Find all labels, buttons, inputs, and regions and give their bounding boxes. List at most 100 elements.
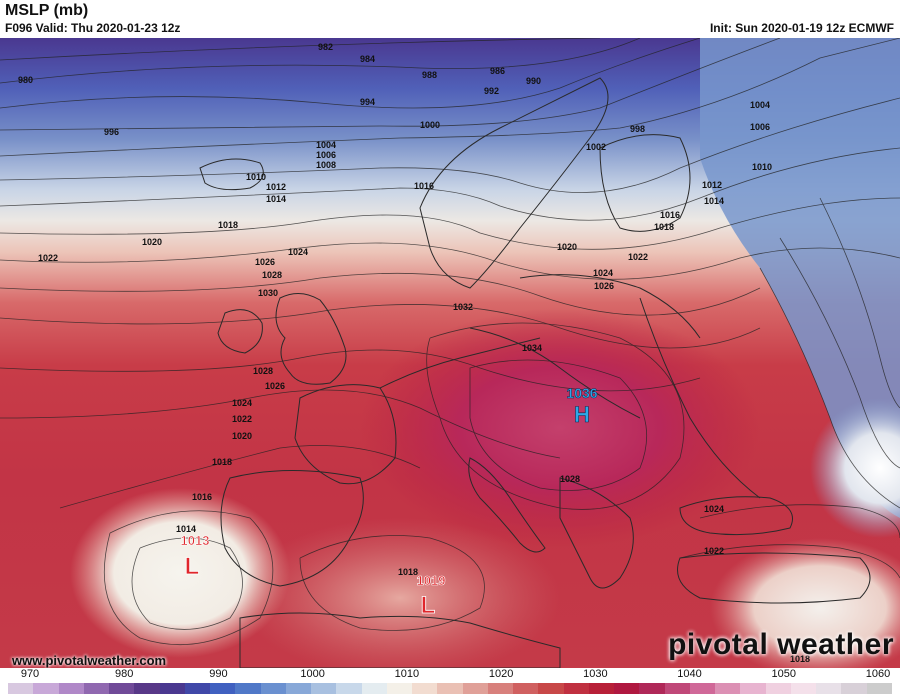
colorbar-swatch [715, 683, 741, 694]
colorbar-swatch [159, 683, 185, 694]
isobar-label: 1016 [192, 492, 212, 502]
isobar-label: 1004 [750, 100, 770, 110]
colorbar-swatch [361, 683, 387, 694]
isobar-label: 994 [360, 97, 375, 107]
colorbar-swatch [639, 683, 665, 694]
high-center-letter: H [574, 402, 590, 427]
colorbar-swatch [412, 683, 438, 694]
valid-time: F096 Valid: Thu 2020-01-23 12z [5, 21, 181, 35]
isobar-label: 1028 [262, 270, 282, 280]
pressure-map: 982 984 986 988 990 992 994 996 998 1000… [0, 38, 900, 668]
colorbar-swatch [386, 683, 412, 694]
isobar-label: 1028 [560, 474, 580, 484]
isobar-label: 1018 [218, 220, 238, 230]
isobar-label: 1022 [232, 414, 252, 424]
colorbar-tick-label: 1030 [583, 668, 608, 680]
colorbar-swatch [841, 683, 867, 694]
low-center-letter: L [185, 553, 200, 580]
map-canvas: 982 984 986 988 990 992 994 996 998 1000… [0, 38, 900, 668]
brand-logo: pivotal weather [668, 628, 894, 661]
colorbar-swatch [614, 683, 640, 694]
colorbar-swatch [437, 683, 463, 694]
isobar-label: 1020 [232, 431, 252, 441]
colorbar: 970 980 990 1000 1010 1020 1030 1040 1050 1060 [0, 668, 900, 695]
colorbar-tick-label: 970 [20, 668, 40, 680]
colorbar-strip [8, 683, 892, 694]
isobar-label: 1008 [316, 160, 336, 170]
colorbar-tick-label: 1060 [865, 668, 891, 680]
isobar-label: 1022 [38, 253, 58, 263]
isobar-label: 1026 [255, 257, 275, 267]
isobar-label: 1028 [253, 366, 273, 376]
colorbar-swatch [33, 683, 59, 694]
colorbar-tick-label: 980 [115, 668, 134, 680]
isobar-label: 1012 [702, 180, 722, 190]
isobar-label: 1012 [266, 182, 286, 192]
colorbar-swatch [664, 683, 690, 694]
colorbar-swatch [563, 683, 589, 694]
colorbar-swatch [210, 683, 236, 694]
colorbar-swatch [866, 683, 892, 694]
init-time: Init: Sun 2020-01-19 12z ECMWF [709, 21, 894, 35]
colorbar-swatch [816, 683, 842, 694]
isobar-label: 1022 [704, 546, 724, 556]
colorbar-tick-label: 1040 [677, 668, 702, 680]
colorbar-tick-label: 990 [209, 668, 228, 680]
isobar-label: 996 [104, 127, 119, 137]
colorbar-swatch [260, 683, 286, 694]
isobar-label: 1018 [654, 222, 674, 232]
colorbar-tick-label: 1000 [300, 668, 325, 680]
low-center-value: 1019 [417, 573, 446, 588]
isobar-label: 1024 [288, 247, 308, 257]
colorbar-swatch [336, 683, 362, 694]
isobar-label: 1000 [420, 120, 440, 130]
isobar-label: 984 [360, 54, 375, 64]
colorbar-swatch [83, 683, 109, 694]
colorbar-swatch [285, 683, 311, 694]
colorbar-swatch [109, 683, 135, 694]
isobar-label: 1024 [232, 398, 252, 408]
isobar-label: 1006 [316, 150, 336, 160]
isobar-label: 1024 [704, 504, 724, 514]
isobar-label: 1014 [176, 524, 196, 534]
isobar-label: 1020 [557, 242, 577, 252]
isobar-label: 1026 [265, 381, 285, 391]
isobar-label: 1022 [628, 252, 648, 262]
colorbar-swatch [462, 683, 488, 694]
isobar-label: 986 [490, 66, 505, 76]
high-center-value: 1036 [566, 385, 597, 401]
colorbar-swatch [58, 683, 84, 694]
colorbar-tick-label: 1050 [771, 668, 797, 680]
colorbar-swatch [8, 683, 34, 694]
isobar-label: 1016 [660, 210, 680, 220]
isobar-label: 982 [318, 42, 333, 52]
isobar-label: 990 [526, 76, 541, 86]
isobar-label: 1006 [750, 122, 770, 132]
isobar-label: 1016 [414, 181, 434, 191]
colorbar-tick-label: 1020 [488, 668, 514, 680]
colorbar-swatch [311, 683, 337, 694]
isobar-label: 980 [18, 75, 33, 85]
colorbar-swatch [538, 683, 564, 694]
colorbar-swatch [235, 683, 261, 694]
colorbar-swatch [513, 683, 539, 694]
header: MSLP (mb) F096 Valid: Thu 2020-01-23 12z… [0, 0, 900, 38]
isobar-label: 992 [484, 86, 499, 96]
low-center-letter: L [421, 592, 436, 619]
isobar-label: 1004 [316, 140, 336, 150]
colorbar-swatch [790, 683, 816, 694]
isobar-label: 1002 [586, 142, 606, 152]
isobar-label: 1020 [142, 237, 162, 247]
map-title: MSLP (mb) [5, 2, 89, 19]
isobar-label: 988 [422, 70, 437, 80]
colorbar-tick-label: 1010 [394, 668, 420, 680]
colorbar-swatch [487, 683, 513, 694]
colorbar-swatch [740, 683, 766, 694]
isobar-label: 1018 [790, 654, 810, 664]
isobar-label: 1018 [398, 567, 418, 577]
isobar-label: 1014 [266, 194, 286, 204]
isobar-label: 1030 [258, 288, 278, 298]
colorbar-swatch [765, 683, 791, 694]
isobar-label: 1034 [522, 343, 542, 353]
isobar-label: 1010 [246, 172, 266, 182]
